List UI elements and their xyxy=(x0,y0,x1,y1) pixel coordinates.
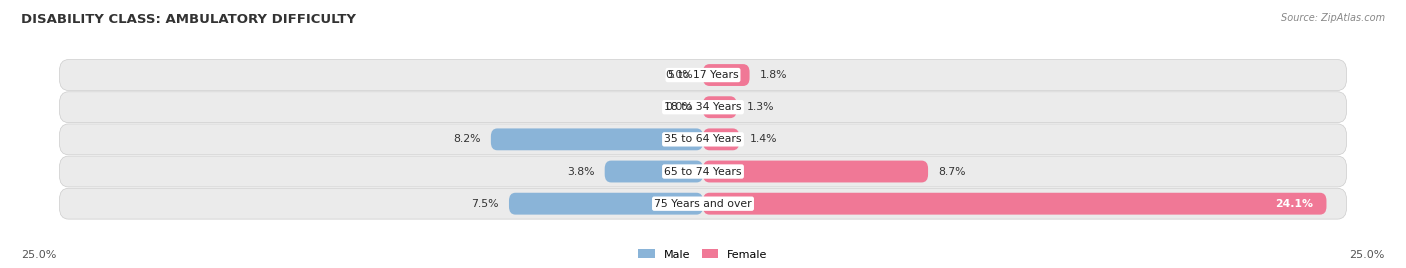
FancyBboxPatch shape xyxy=(59,156,1347,187)
Text: 18 to 34 Years: 18 to 34 Years xyxy=(664,102,742,112)
FancyBboxPatch shape xyxy=(59,59,1347,91)
FancyBboxPatch shape xyxy=(491,128,703,150)
Text: 75 Years and over: 75 Years and over xyxy=(654,199,752,209)
Text: 25.0%: 25.0% xyxy=(21,250,56,260)
Text: 0.0%: 0.0% xyxy=(665,70,693,80)
FancyBboxPatch shape xyxy=(703,128,740,150)
Legend: Male, Female: Male, Female xyxy=(638,250,768,260)
Text: 8.7%: 8.7% xyxy=(938,166,966,177)
Text: 5 to 17 Years: 5 to 17 Years xyxy=(668,70,738,80)
Text: 1.8%: 1.8% xyxy=(759,70,787,80)
FancyBboxPatch shape xyxy=(703,193,1326,215)
FancyBboxPatch shape xyxy=(703,161,928,183)
Text: 35 to 64 Years: 35 to 64 Years xyxy=(664,134,742,144)
FancyBboxPatch shape xyxy=(703,96,737,118)
FancyBboxPatch shape xyxy=(59,124,1347,155)
Text: 0.0%: 0.0% xyxy=(665,102,693,112)
FancyBboxPatch shape xyxy=(605,161,703,183)
Text: 3.8%: 3.8% xyxy=(567,166,595,177)
Text: 7.5%: 7.5% xyxy=(471,199,499,209)
Text: 1.3%: 1.3% xyxy=(747,102,775,112)
Text: 1.4%: 1.4% xyxy=(749,134,778,144)
Text: Source: ZipAtlas.com: Source: ZipAtlas.com xyxy=(1281,13,1385,23)
Text: 8.2%: 8.2% xyxy=(453,134,481,144)
Text: 24.1%: 24.1% xyxy=(1275,199,1313,209)
Text: 65 to 74 Years: 65 to 74 Years xyxy=(664,166,742,177)
FancyBboxPatch shape xyxy=(509,193,703,215)
Text: 25.0%: 25.0% xyxy=(1350,250,1385,260)
FancyBboxPatch shape xyxy=(59,188,1347,219)
FancyBboxPatch shape xyxy=(59,92,1347,123)
FancyBboxPatch shape xyxy=(703,64,749,86)
Text: DISABILITY CLASS: AMBULATORY DIFFICULTY: DISABILITY CLASS: AMBULATORY DIFFICULTY xyxy=(21,13,356,27)
